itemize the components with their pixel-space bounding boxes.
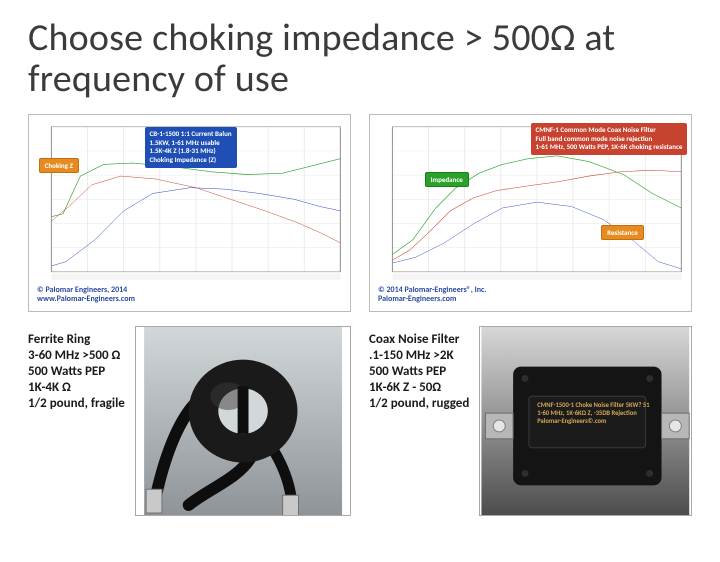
spec-line: 1K-6K Z - 50Ω	[369, 380, 469, 396]
chart-left-badge: CB-1-1500 1:1 Current Balun 1.5KW, 1-61 …	[145, 127, 237, 168]
photo-ferrite-ring	[135, 326, 351, 516]
item-coax-filter: Coax Noise Filter.1-150 MHz >2K500 Watts…	[369, 326, 692, 516]
photo-coax-filter: CMNF-1500-1 Choke Noise Filter 5KW? 51 1…	[479, 326, 692, 516]
chart-right-imp-callout: Impedance	[425, 172, 469, 187]
chart-right: CMNF-1 Common Mode Coax Noise Filter Ful…	[369, 114, 692, 312]
chart-right-res-callout: Resistance	[601, 225, 644, 240]
spec-line: .1-150 MHz >2K	[369, 348, 469, 364]
spec-line: 3-60 MHz >500 Ω	[28, 348, 125, 364]
chart-right-badge: CMNF-1 Common Mode Coax Noise Filter Ful…	[531, 123, 688, 155]
spec-line: 1/2 pound, fragile	[28, 396, 125, 412]
spec-line: Coax Noise Filter	[369, 332, 469, 348]
slide-title: Choose choking impedance > 500Ω at frequ…	[28, 18, 692, 100]
spec-line: 1K-4K Ω	[28, 380, 125, 396]
spec-line: Ferrite Ring	[28, 332, 125, 348]
spec-line: 500 Watts PEP	[28, 364, 125, 380]
spec-coax-filter: Coax Noise Filter.1-150 MHz >2K500 Watts…	[369, 326, 469, 411]
chart-right-attribution: © 2014 Palomar-Engineers®, Inc. Palomar-…	[378, 286, 487, 305]
spec-line: 500 Watts PEP	[369, 364, 469, 380]
chart-left-attribution: © Palomar Engineers, 2014 www.Palomar-En…	[37, 286, 135, 305]
slide: Choose choking impedance > 500Ω at frequ…	[0, 0, 720, 540]
bottom-row: Ferrite Ring3-60 MHz >500 Ω500 Watts PEP…	[28, 326, 692, 562]
chart-left: CB-1-1500 1:1 Current Balun 1.5KW, 1-61 …	[28, 114, 351, 312]
chart-row: CB-1-1500 1:1 Current Balun 1.5KW, 1-61 …	[28, 114, 692, 312]
chart-left-choking-callout: Choking Z	[39, 158, 79, 173]
spec-ferrite-ring: Ferrite Ring3-60 MHz >500 Ω500 Watts PEP…	[28, 326, 125, 411]
spec-line: 1/2 pound, rugged	[369, 396, 469, 412]
item-ferrite-ring: Ferrite Ring3-60 MHz >500 Ω500 Watts PEP…	[28, 326, 351, 516]
filter-box-label: CMNF-1500-1 Choke Noise Filter 5KW? 51 1…	[537, 402, 649, 425]
